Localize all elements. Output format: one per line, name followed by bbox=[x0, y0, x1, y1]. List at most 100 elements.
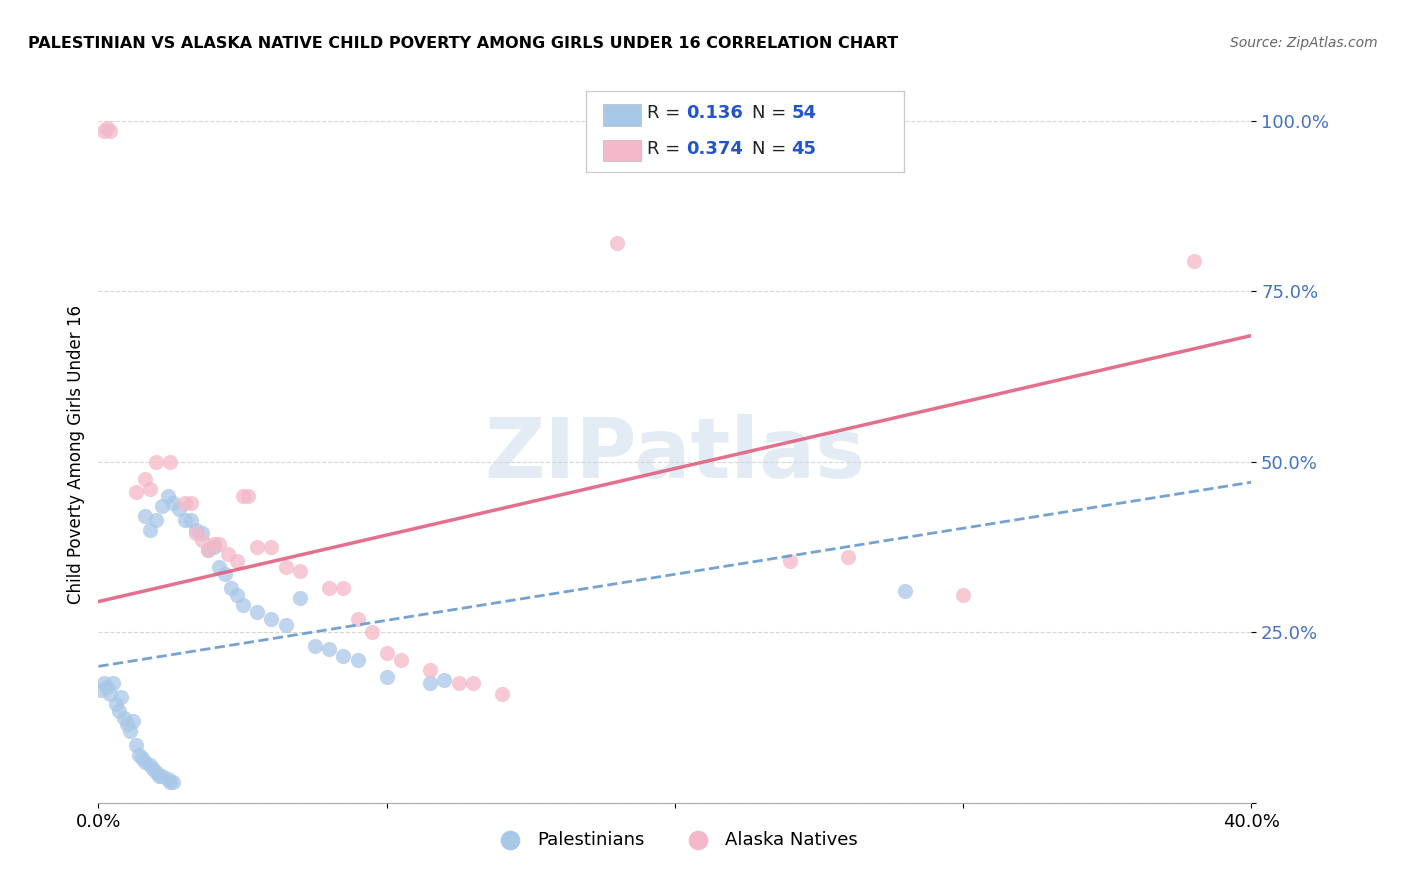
Point bbox=[238, 489, 260, 503]
Point bbox=[93, 124, 115, 138]
Point bbox=[101, 676, 124, 690]
Text: R =: R = bbox=[647, 104, 686, 122]
Point bbox=[214, 567, 236, 582]
Point bbox=[1182, 253, 1205, 268]
Point bbox=[104, 697, 127, 711]
Point bbox=[332, 649, 354, 664]
Point bbox=[274, 560, 297, 574]
Point bbox=[174, 496, 197, 510]
Point bbox=[225, 588, 247, 602]
Point bbox=[290, 591, 312, 606]
Point bbox=[150, 499, 173, 513]
Point bbox=[225, 554, 247, 568]
Point bbox=[274, 618, 297, 632]
Point bbox=[186, 526, 208, 541]
Point bbox=[120, 724, 142, 739]
Point bbox=[346, 612, 368, 626]
Point bbox=[332, 581, 354, 595]
Point bbox=[246, 540, 269, 554]
Point bbox=[217, 547, 239, 561]
Point bbox=[180, 513, 202, 527]
Point bbox=[128, 747, 150, 762]
Point bbox=[180, 496, 202, 510]
Text: 45: 45 bbox=[792, 140, 817, 158]
Y-axis label: Child Poverty Among Girls Under 16: Child Poverty Among Girls Under 16 bbox=[66, 305, 84, 605]
Point bbox=[174, 513, 197, 527]
Point bbox=[419, 663, 441, 677]
Point bbox=[290, 564, 312, 578]
Point bbox=[361, 625, 384, 640]
Point bbox=[191, 526, 214, 541]
Point bbox=[304, 639, 326, 653]
Point bbox=[93, 676, 115, 690]
Point bbox=[197, 543, 219, 558]
Point bbox=[142, 762, 165, 776]
Point bbox=[375, 646, 398, 660]
Point bbox=[145, 765, 167, 780]
Point bbox=[162, 496, 184, 510]
Text: R =: R = bbox=[647, 140, 686, 158]
Text: PALESTINIAN VS ALASKA NATIVE CHILD POVERTY AMONG GIRLS UNDER 16 CORRELATION CHAR: PALESTINIAN VS ALASKA NATIVE CHILD POVER… bbox=[28, 36, 898, 51]
Point bbox=[125, 738, 148, 752]
Point bbox=[150, 768, 173, 782]
Text: 0.136: 0.136 bbox=[686, 104, 742, 122]
Point bbox=[90, 683, 112, 698]
Point bbox=[134, 755, 156, 769]
Point bbox=[202, 540, 225, 554]
Point bbox=[162, 775, 184, 789]
Point bbox=[246, 605, 269, 619]
Point bbox=[260, 540, 283, 554]
Point bbox=[159, 775, 181, 789]
Point bbox=[107, 704, 129, 718]
Point bbox=[419, 676, 441, 690]
Point bbox=[208, 560, 231, 574]
Point bbox=[231, 598, 254, 612]
Point bbox=[134, 509, 156, 524]
Point bbox=[131, 751, 153, 765]
Point bbox=[148, 768, 170, 782]
Point bbox=[346, 652, 368, 666]
Text: 54: 54 bbox=[792, 104, 817, 122]
Text: N =: N = bbox=[752, 140, 792, 158]
Point bbox=[186, 523, 208, 537]
Point bbox=[894, 584, 917, 599]
Point bbox=[461, 676, 484, 690]
Point bbox=[145, 455, 167, 469]
Point bbox=[219, 581, 242, 595]
Legend: Palestinians, Alaska Natives: Palestinians, Alaska Natives bbox=[485, 824, 865, 856]
Point bbox=[447, 676, 470, 690]
Text: ZIPatlas: ZIPatlas bbox=[485, 415, 865, 495]
Point bbox=[139, 523, 162, 537]
Point bbox=[318, 581, 340, 595]
Point bbox=[318, 642, 340, 657]
Point bbox=[433, 673, 456, 687]
Point bbox=[375, 670, 398, 684]
Point bbox=[606, 236, 628, 251]
Point bbox=[96, 120, 118, 135]
Point bbox=[952, 588, 974, 602]
Point bbox=[191, 533, 214, 548]
Point bbox=[208, 536, 231, 550]
Point bbox=[197, 543, 219, 558]
Point bbox=[389, 652, 412, 666]
Text: 0.374: 0.374 bbox=[686, 140, 742, 158]
Point bbox=[156, 772, 179, 786]
Point bbox=[491, 687, 513, 701]
Point bbox=[134, 472, 156, 486]
Point bbox=[779, 554, 801, 568]
Point bbox=[122, 714, 145, 728]
Point bbox=[260, 612, 283, 626]
Point bbox=[112, 710, 135, 724]
Point bbox=[156, 489, 179, 503]
Point bbox=[167, 502, 190, 516]
Point bbox=[96, 680, 118, 694]
Point bbox=[837, 550, 859, 565]
Point bbox=[139, 482, 162, 496]
Point bbox=[159, 455, 181, 469]
Point bbox=[202, 536, 225, 550]
Text: Source: ZipAtlas.com: Source: ZipAtlas.com bbox=[1230, 36, 1378, 50]
Point bbox=[98, 687, 121, 701]
Point bbox=[139, 758, 162, 772]
Text: N =: N = bbox=[752, 104, 792, 122]
Point bbox=[145, 513, 167, 527]
